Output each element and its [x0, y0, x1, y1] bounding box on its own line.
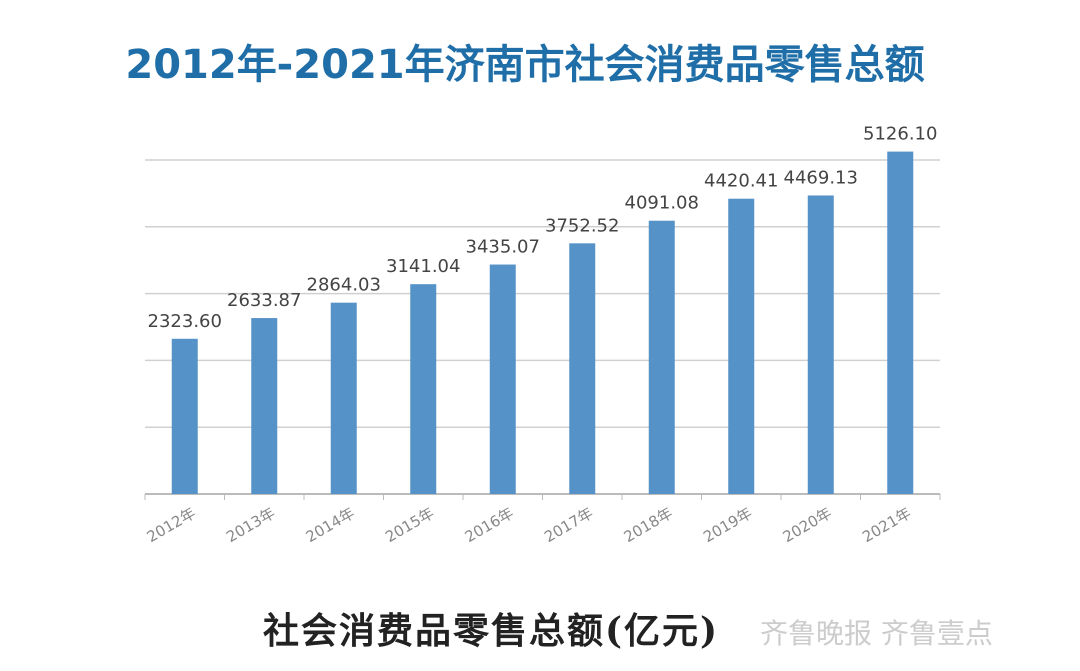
- bar: [807, 195, 834, 495]
- data-label: 3435.07: [466, 237, 540, 258]
- data-label: 3141.04: [386, 256, 460, 277]
- x-tick-label: 2014年: [303, 504, 358, 546]
- bar: [410, 284, 437, 494]
- chart-title: 2012年-2021年济南市社会消费品零售总额: [125, 42, 925, 88]
- data-label: 4091.08: [625, 193, 699, 214]
- bar: [648, 220, 675, 494]
- bar: [569, 243, 596, 494]
- bar: [171, 338, 198, 494]
- x-tick-label: 2016年: [462, 504, 517, 546]
- watermark: 齐鲁晚报 齐鲁壹点: [760, 617, 993, 650]
- x-tick-label: 2020年: [780, 504, 835, 546]
- data-label: 2323.60: [148, 311, 222, 332]
- data-label: 5126.10: [863, 124, 937, 145]
- x-tick-label: 2017年: [541, 504, 596, 546]
- bar: [728, 198, 755, 494]
- x-tick-label: 2021年: [859, 504, 914, 546]
- bar: [330, 302, 357, 494]
- x-tick-label: 2015年: [382, 504, 437, 546]
- x-tick-label: 2018年: [621, 504, 676, 546]
- data-label: 4420.41: [704, 171, 778, 192]
- data-label: 2633.87: [227, 290, 301, 311]
- x-tick-label: 2013年: [223, 504, 278, 546]
- bar-chart: 2323.60 2012年 2633.87 2013年 2864.03 2014年 3141…: [144, 124, 941, 546]
- x-axis-label: 社会消费品零售总额(亿元): [263, 610, 720, 652]
- bar: [489, 264, 516, 494]
- data-label: 3752.52: [545, 215, 619, 236]
- x-tick-label: 2019年: [700, 504, 755, 546]
- data-label: 4469.13: [784, 167, 858, 188]
- data-label: 2864.03: [307, 275, 381, 296]
- x-tick-label: 2012年: [144, 504, 199, 546]
- bar: [251, 318, 278, 494]
- bar: [887, 151, 914, 494]
